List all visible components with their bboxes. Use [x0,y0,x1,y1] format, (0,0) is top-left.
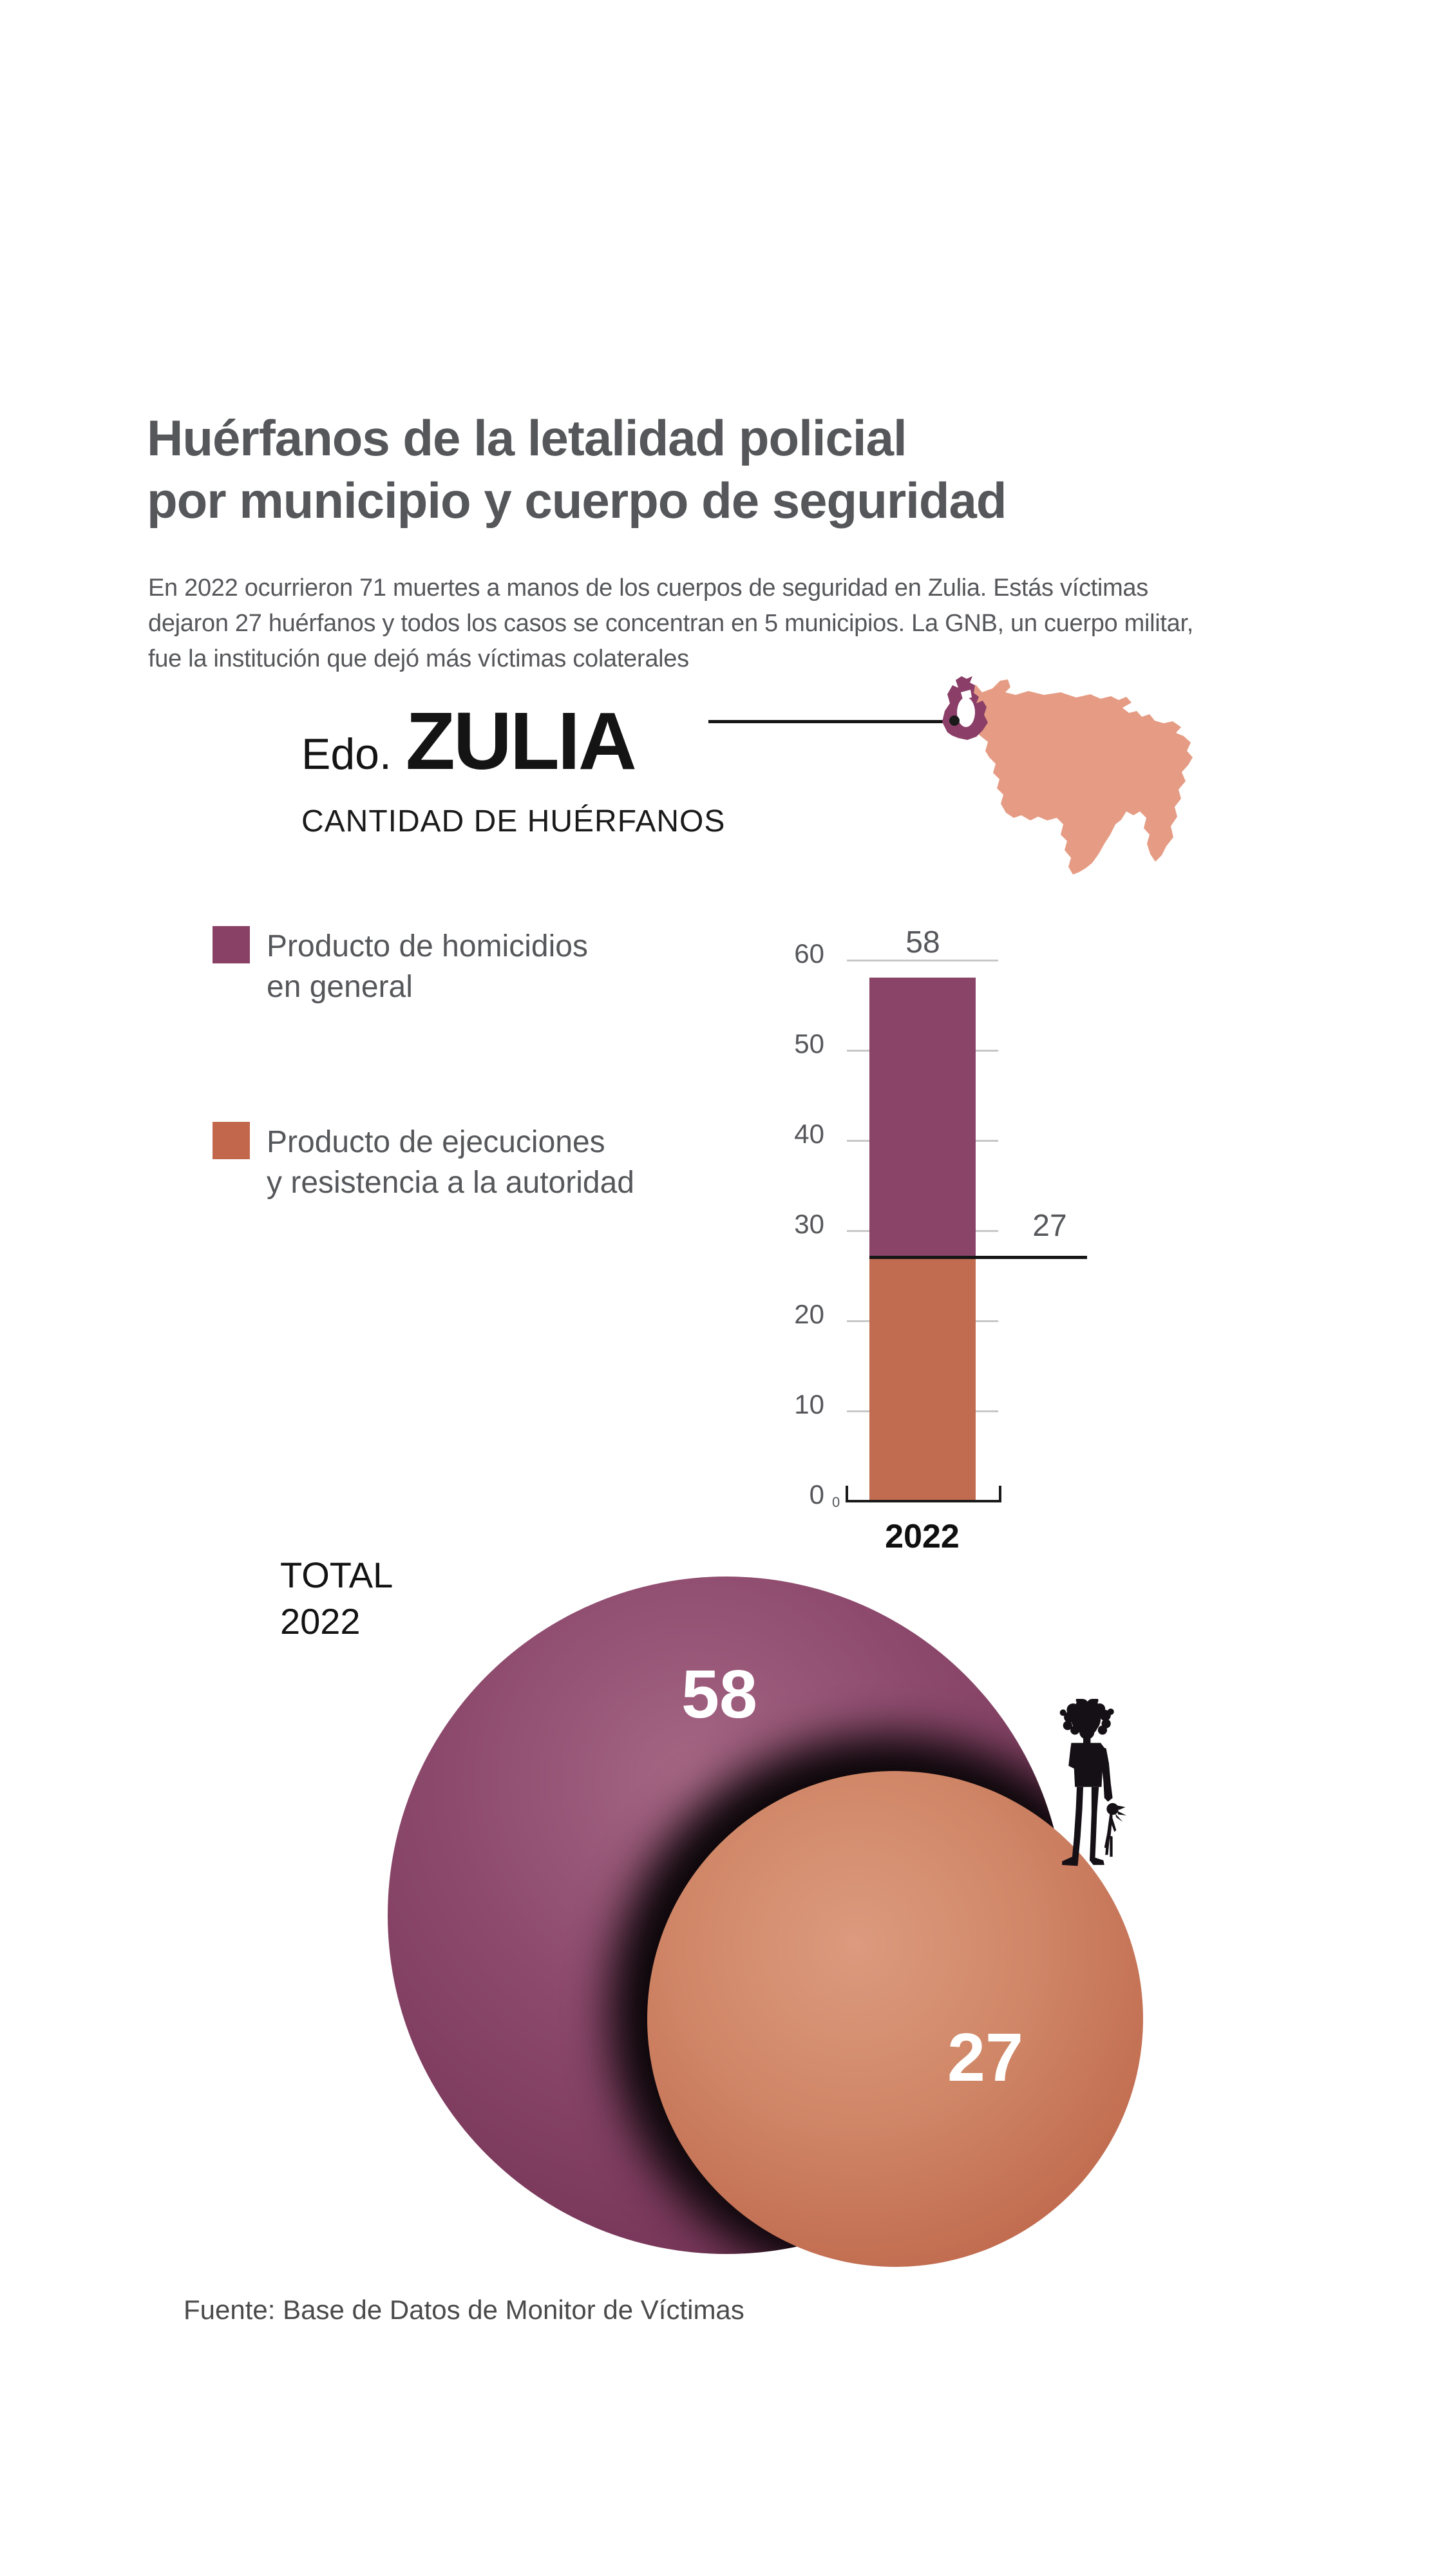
bubble-subset-value: 27 [947,2020,1023,2096]
legend-swatch-ejecuciones [213,1122,250,1159]
bar-segment-homicidios [869,978,976,1257]
legend-swatch-homicidios [213,926,250,963]
state-name: ZULIA [405,696,637,786]
reference-line-label: 27 [1032,1209,1067,1243]
reference-line-27 [869,1256,1087,1259]
source-note: Fuente: Base de Datos de Monitor de Víct… [184,2295,744,2325]
legend-label-homicidios: Producto de homicidios en general [267,929,588,1005]
child-holding-doll-silhouette [1059,1699,1126,1866]
zulia-location-dot [949,715,960,726]
state-heading: Edo. ZULIA [301,694,637,788]
state-caption: CANTIDAD DE HUÉRFANOS [301,804,726,838]
map-connector-line [708,720,960,723]
y-tick-label-10: 10 [794,1389,824,1419]
legend-item-homicidios: Producto de homicidios en general [213,926,588,1008]
page-subtitle: En 2022 ocurrieron 71 muertes a manos de… [148,574,1194,673]
page-title: Huérfanos de la letalidad policial por m… [147,410,1007,529]
x-axis-left-tick [846,1486,848,1502]
legend-label-ejecuciones: Producto de ejecuciones y resistencia a … [267,1125,634,1200]
legend-item-ejecuciones: Producto de ejecuciones y resistencia a … [213,1122,634,1204]
y-tick-label-60: 60 [794,938,824,969]
gridline-60 [847,960,998,961]
state-prefix: Edo. [301,730,392,779]
venezuela-country-shape [966,679,1193,875]
lake-gulf-shape [961,690,972,699]
y-tick-label-30: 30 [794,1209,824,1239]
bubble-subset-circle [647,1771,1143,2267]
bubble-total-value: 58 [681,1656,757,1732]
bubble-chart-title: TOTAL 2022 [280,1555,393,1642]
lake-maracaibo-shape [957,697,975,727]
y-tick-label-20: 20 [794,1299,824,1329]
x-axis-line [846,1500,1001,1502]
y-tick-label-40: 40 [794,1119,824,1149]
bar-total-label: 58 [905,925,940,960]
axis-origin-mini-label: 0 [832,1494,840,1510]
bar-segment-ejecuciones [869,1257,976,1501]
y-tick-label-0: 0 [809,1479,824,1510]
x-axis-category-label: 2022 [885,1518,960,1555]
venezuela-map [942,676,1193,875]
x-axis-right-tick [999,1486,1001,1502]
y-tick-label-50: 50 [794,1028,824,1059]
